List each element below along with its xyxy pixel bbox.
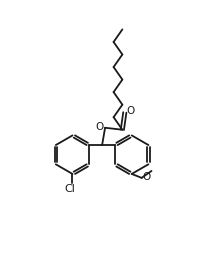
Text: O: O (126, 106, 134, 116)
Text: Cl: Cl (65, 184, 75, 194)
Text: O: O (95, 122, 104, 132)
Text: O: O (142, 172, 151, 182)
